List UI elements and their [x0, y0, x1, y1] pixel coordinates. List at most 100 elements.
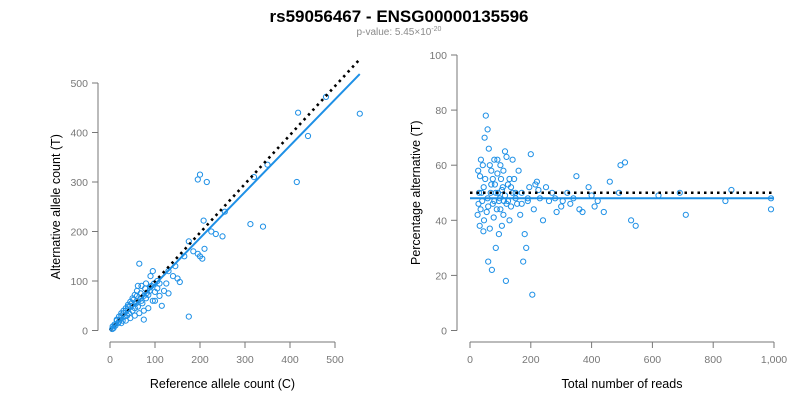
data-point: [477, 206, 484, 213]
reference-line: [109, 58, 361, 332]
data-point: [479, 162, 486, 169]
x-tick-label: 200: [522, 354, 540, 366]
data-point: [140, 307, 147, 314]
data-point: [506, 175, 513, 183]
data-point: [474, 211, 481, 218]
data-point: [527, 151, 534, 158]
data-point: [169, 273, 177, 280]
y-tick-label: 40: [435, 215, 447, 227]
data-point: [203, 178, 210, 186]
data-point: [490, 214, 497, 221]
data-point: [488, 167, 495, 174]
x-tick-label: 400: [281, 354, 299, 366]
data-point: [190, 248, 197, 255]
data-point: [518, 200, 525, 207]
data-point: [494, 170, 501, 177]
data-point: [485, 145, 492, 152]
data-point: [134, 282, 141, 289]
data-point: [212, 230, 219, 238]
x-tick-label: 400: [583, 354, 601, 366]
data-point: [767, 206, 775, 213]
data-point: [149, 268, 156, 275]
data-point: [156, 292, 163, 299]
data-point: [247, 221, 254, 228]
y-tick-label: 80: [435, 105, 447, 117]
data-point: [127, 315, 134, 322]
data-point: [632, 222, 639, 229]
data-point: [491, 181, 498, 188]
data-point: [194, 176, 201, 183]
data-point: [515, 167, 522, 174]
data-point: [151, 297, 159, 304]
data-point: [506, 217, 513, 224]
data-point: [160, 287, 168, 294]
data-point: [476, 222, 483, 229]
data-point: [480, 217, 488, 224]
data-point: [498, 186, 505, 194]
y-tick-label: 0: [441, 326, 447, 338]
data-point: [485, 203, 492, 210]
data-point: [526, 184, 533, 191]
data-point: [606, 178, 613, 185]
data-point: [221, 208, 228, 215]
data-point: [158, 302, 165, 309]
y-tick-label: 500: [70, 78, 88, 90]
data-point: [482, 112, 489, 119]
x-tick-label: 0: [467, 354, 473, 366]
x-tick-label: 1,000: [761, 354, 787, 366]
data-point: [523, 244, 530, 251]
data-point: [521, 231, 528, 238]
x-tick-label: 200: [191, 354, 209, 366]
data-point: [208, 228, 215, 235]
data-point: [509, 156, 516, 163]
data-point: [219, 233, 226, 240]
data-point: [138, 282, 145, 289]
data-point: [503, 153, 510, 160]
data-point: [517, 211, 524, 218]
data-point: [196, 171, 204, 178]
x-tick-label: 500: [326, 354, 344, 366]
data-point: [295, 109, 302, 116]
data-point: [145, 305, 152, 312]
data-point: [140, 316, 147, 323]
data-point: [507, 184, 515, 191]
data-point: [494, 156, 501, 163]
data-point: [520, 258, 527, 265]
data-point: [499, 184, 506, 191]
data-point: [486, 225, 493, 232]
y-tick-label: 100: [70, 276, 88, 288]
data-point: [501, 148, 509, 155]
data-point: [510, 175, 518, 183]
data-point: [485, 258, 492, 265]
pvalue-text: p-value: 5.45×10: [357, 27, 432, 38]
data-point: [492, 244, 499, 251]
data-point: [512, 189, 519, 196]
data-point: [165, 290, 172, 297]
data-point: [558, 203, 565, 210]
y-tick-label: 300: [70, 177, 88, 189]
data-point: [131, 312, 138, 319]
data-point: [489, 175, 496, 183]
data-point: [497, 175, 505, 183]
x-axis-title: Reference allele count (C): [150, 377, 295, 391]
x-tick-label: 100: [146, 354, 164, 366]
data-point: [600, 208, 607, 216]
chart-subtitle: p-value: 5.45×10-20: [357, 26, 442, 38]
data-point: [476, 173, 484, 180]
data-point: [497, 162, 504, 169]
data-point: [304, 132, 312, 140]
data-point: [149, 297, 156, 304]
data-point: [488, 181, 495, 188]
data-point: [585, 184, 592, 191]
data-point: [676, 189, 683, 196]
x-tick-label: 300: [236, 354, 254, 366]
data-point: [500, 167, 507, 174]
data-point: [486, 162, 493, 169]
data-point: [483, 208, 490, 216]
data-point: [185, 313, 192, 320]
x-axis-title: Total number of reads: [562, 377, 683, 391]
data-point: [553, 208, 560, 216]
data-point: [495, 231, 502, 238]
